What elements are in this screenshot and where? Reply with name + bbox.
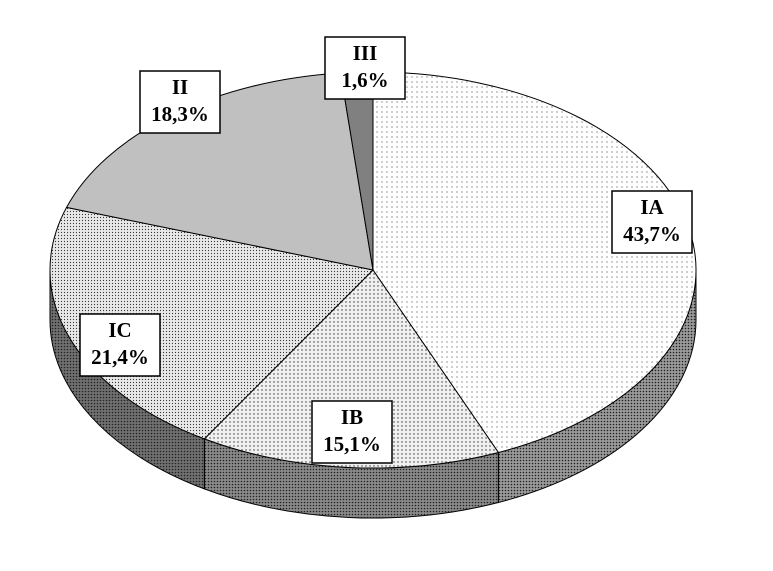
label-category: II bbox=[172, 75, 188, 99]
label-value: 43,7% bbox=[623, 222, 681, 246]
label-category: IA bbox=[640, 195, 664, 219]
label-value: 1,6% bbox=[341, 68, 388, 92]
slice-texture bbox=[373, 72, 697, 453]
slice-texture bbox=[49, 207, 374, 439]
slice-side-texture bbox=[204, 438, 499, 518]
label-category: III bbox=[353, 41, 378, 65]
slice-label: III 1,6% bbox=[324, 36, 406, 100]
label-category: IC bbox=[108, 318, 131, 342]
label-category: IB bbox=[341, 405, 363, 429]
slice-side-texture bbox=[498, 270, 696, 503]
label-box bbox=[311, 400, 393, 464]
slice-label: IC 21,4% bbox=[79, 313, 161, 377]
label-box bbox=[611, 190, 693, 254]
label-value: 15,1% bbox=[323, 432, 381, 456]
label-box bbox=[79, 313, 161, 377]
label-box bbox=[324, 36, 406, 100]
slice-label: IA 43,7% bbox=[611, 190, 693, 254]
slice-side-texture bbox=[50, 270, 205, 489]
label-box bbox=[139, 70, 221, 134]
slice-label: IB 15,1% bbox=[311, 400, 393, 464]
label-value: 21,4% bbox=[91, 345, 149, 369]
slice-texture bbox=[204, 270, 499, 469]
label-value: 18,3% bbox=[151, 102, 209, 126]
slice-label: II 18,3% bbox=[139, 70, 221, 134]
